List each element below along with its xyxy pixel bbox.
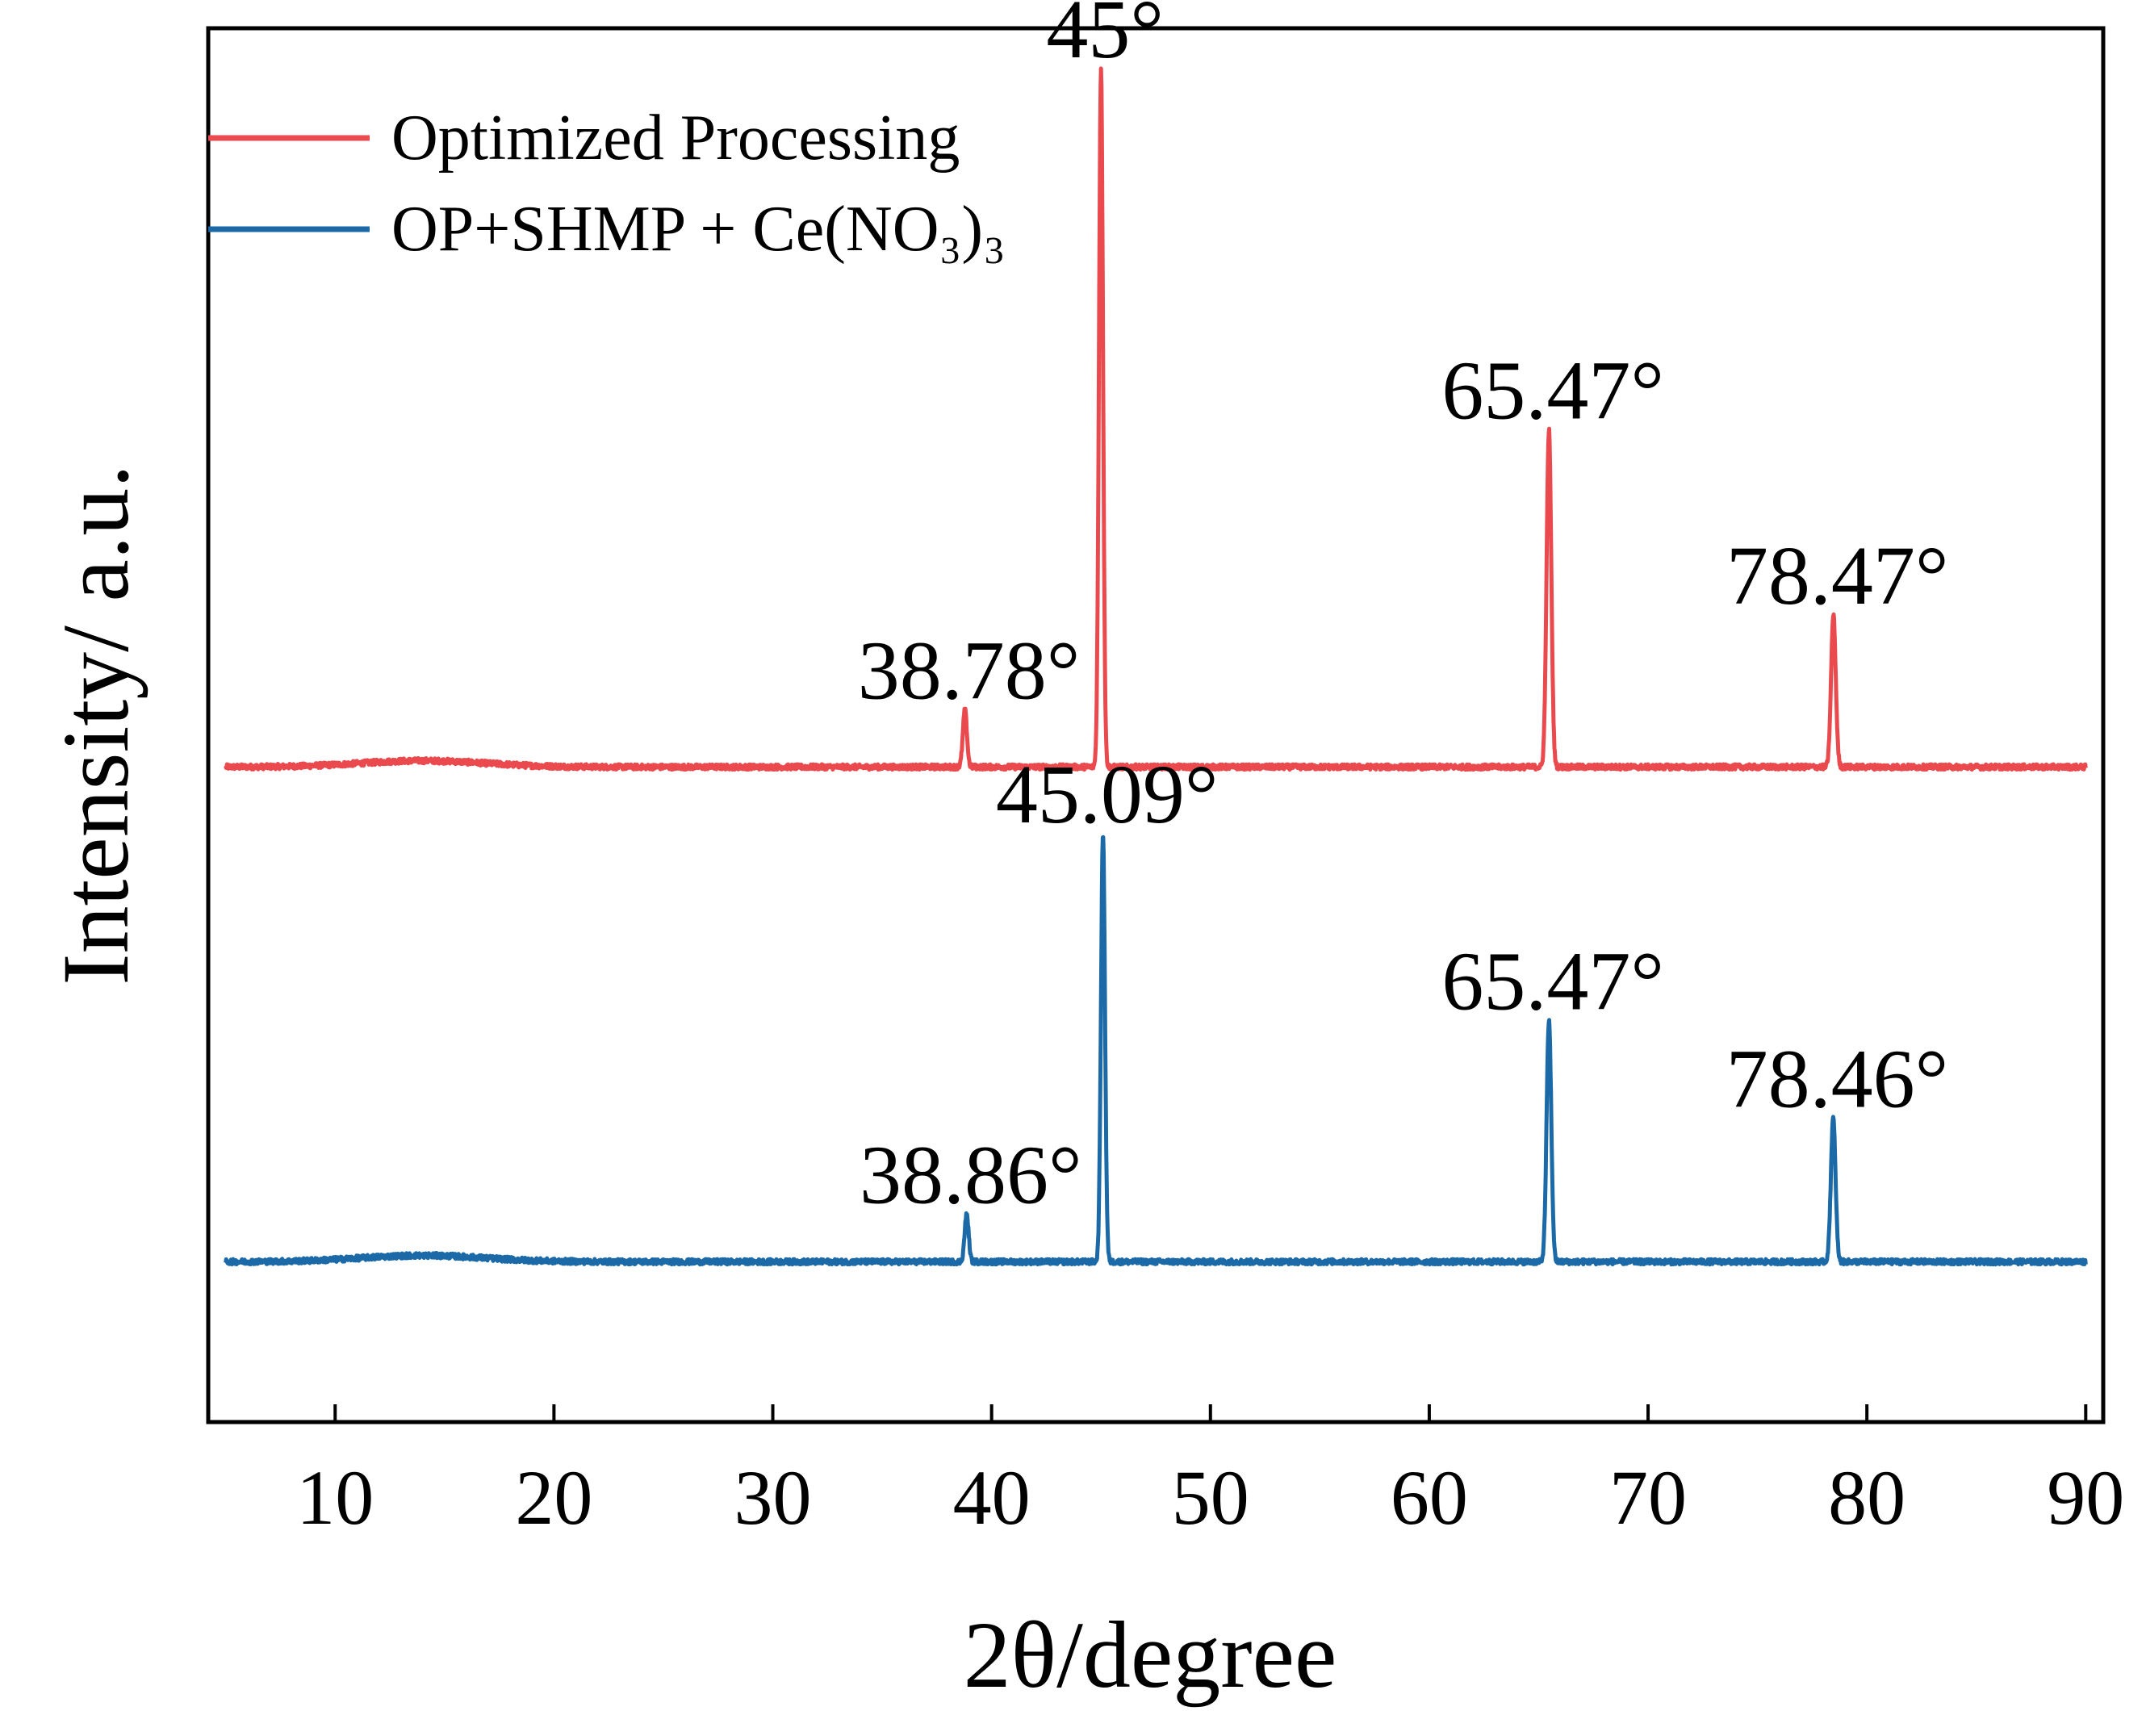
peak-label-1-0: 38.86°: [860, 1129, 1082, 1222]
peak-labels: 38.78° 45° 65.47° 78.47° 38.86° 45.09° 65.47° 7…: [858, 0, 1949, 1222]
x-axis-ticks: [333, 1404, 2088, 1422]
plot-frame: [206, 26, 2106, 1424]
series-lines: [224, 66, 2088, 1267]
peak-label-1-2: 65.47°: [1441, 935, 1664, 1028]
x-tick-label-50: 50: [1172, 1454, 1249, 1541]
legend-label-optimized-processing: Optimized Processing: [391, 102, 960, 174]
peak-label-1-1: 45.09°: [996, 748, 1219, 841]
x-axis-title: 2θ/degree: [964, 1602, 1337, 1708]
x-tick-label-40: 40: [953, 1454, 1031, 1541]
x-tick-label-90: 90: [2047, 1454, 2124, 1541]
legend-label-op-shmp-ce: OP+SHMP + Ce(NO₃)₃: [391, 194, 1006, 265]
x-tick-label-60: 60: [1391, 1454, 1468, 1541]
y-axis-title: Intensity/ a.u.: [43, 464, 149, 985]
peak-label-0-2: 65.47°: [1441, 344, 1664, 437]
series-line-1: [224, 835, 2088, 1267]
x-tick-label-10: 10: [296, 1454, 374, 1541]
x-tick-label-80: 80: [1828, 1454, 1905, 1541]
peak-label-0-1: 45°: [1046, 0, 1164, 76]
x-tick-label-70: 70: [1609, 1454, 1687, 1541]
peak-label-0-0: 38.78°: [858, 625, 1081, 717]
peak-label-0-3: 78.47°: [1726, 529, 1949, 622]
series-line-0: [224, 66, 2088, 772]
x-axis-tick-labels: 10 20 30 40 50 60 70 80 90: [296, 1454, 2124, 1541]
legend: Optimized Processing OP+SHMP + Ce(NO₃)₃: [208, 102, 1006, 265]
peak-label-1-3: 78.46°: [1726, 1033, 1949, 1126]
x-tick-label-30: 30: [734, 1454, 812, 1541]
x-tick-label-20: 20: [515, 1454, 592, 1541]
